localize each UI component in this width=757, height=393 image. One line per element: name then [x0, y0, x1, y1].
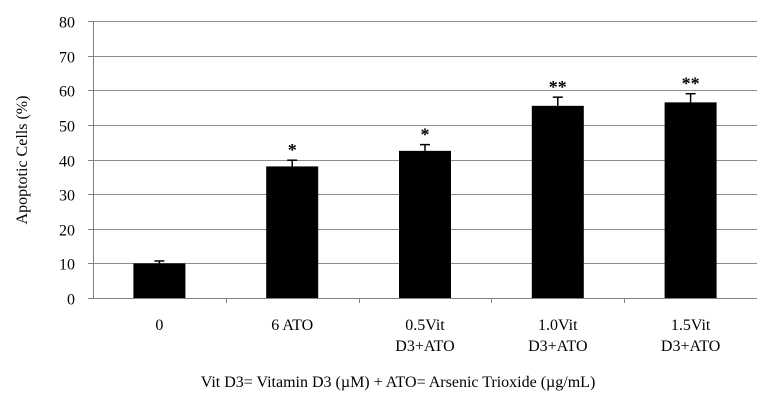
y-tick-label: 10: [59, 257, 75, 274]
labels: 0 10 20 30 40 50 60 70 80 0 * 6 ATO * 0.5Vit D3+ATO ** 1…: [59, 15, 720, 356]
category-label-line: 1.5Vit: [671, 317, 711, 334]
y-tick-label: 60: [59, 84, 75, 101]
category-label-line: D3+ATO: [661, 338, 720, 355]
bars: [133, 92, 717, 299]
y-tick-label: 50: [59, 119, 75, 136]
bar: [266, 166, 319, 298]
category-label-line: 6 ATO: [271, 317, 313, 334]
significance-label: **: [549, 77, 567, 97]
y-axis-title: Apoptotic Cells (%): [14, 96, 31, 225]
category-label-line: 1.0Vit: [538, 317, 578, 334]
axes: [88, 21, 757, 303]
y-tick-label: 40: [59, 154, 75, 171]
bar: [399, 150, 451, 298]
category-label-line: D3+ATO: [528, 338, 587, 355]
y-tick-label: 70: [59, 50, 75, 67]
category-label: 6 ATO: [271, 317, 313, 334]
category-label: 1.0Vit D3+ATO: [528, 317, 587, 355]
category-label-line: 0: [155, 317, 163, 334]
bar: [531, 105, 584, 298]
significance-label: *: [421, 125, 430, 145]
significance-label: **: [682, 74, 700, 94]
y-tick-label: 30: [59, 188, 75, 205]
significance-label: *: [288, 140, 297, 160]
category-label: 0: [155, 317, 163, 334]
y-tick-label: 20: [59, 223, 75, 240]
category-label-line: D3+ATO: [395, 338, 454, 355]
category-label: 0.5Vit D3+ATO: [395, 317, 454, 355]
bar: [664, 102, 717, 299]
category-label: 1.5Vit D3+ATO: [661, 317, 720, 355]
x-axis-title: Vit D3= Vitamin D3 (µM) + ATO= Arsenic T…: [201, 374, 596, 391]
bar: [133, 263, 186, 298]
category-label-line: 0.5Vit: [405, 317, 445, 334]
y-tick-label: 0: [67, 292, 75, 309]
y-tick-label: 80: [59, 15, 75, 32]
